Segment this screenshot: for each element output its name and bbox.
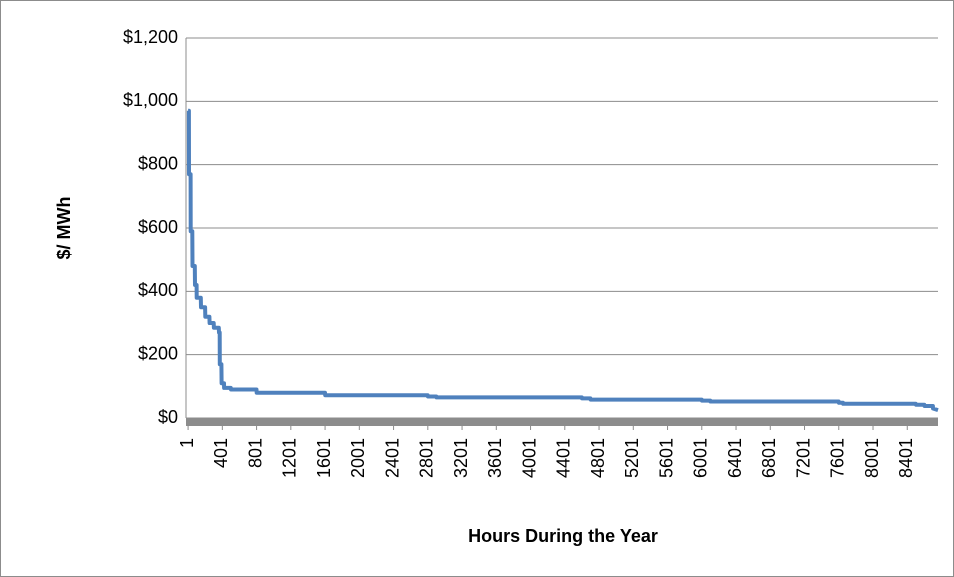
x-tick-label: 6401 [725, 438, 745, 478]
y-tick-label: $800 [138, 153, 178, 173]
x-tick-label: 1201 [280, 438, 300, 478]
x-tick-label: 3201 [451, 438, 471, 478]
y-tick-label: $1,200 [123, 27, 178, 47]
data-line [186, 108, 939, 413]
x-tick-label: 2001 [348, 438, 368, 478]
y-tick-label: $400 [138, 280, 178, 300]
x-tick-label: 3601 [485, 438, 505, 478]
y-tick-label: $1,000 [123, 90, 178, 110]
x-tick-label: 401 [211, 438, 231, 468]
x-tick-label: 7201 [793, 438, 813, 478]
x-tick-label: 6001 [691, 438, 711, 478]
x-axis-label: Hours During the Year [468, 526, 658, 546]
x-tick-label: 4401 [554, 438, 574, 478]
x-tick-label: 6801 [759, 438, 779, 478]
x-tick-label: 801 [245, 438, 265, 468]
y-tick-label: $200 [138, 343, 178, 363]
x-tick-label: 2801 [417, 438, 437, 478]
x-axis-band [186, 418, 938, 426]
x-tick-label: 2401 [382, 438, 402, 478]
x-tick-label: 5201 [622, 438, 642, 478]
y-tick-label: $0 [158, 407, 178, 427]
y-tick-label: $600 [138, 217, 178, 237]
y-axis-label: $/ MWh [54, 197, 74, 260]
x-tick-label: 7601 [828, 438, 848, 478]
x-tick-label: 4801 [588, 438, 608, 478]
x-tick-label: 8401 [896, 438, 916, 478]
x-tick-label: 1601 [314, 438, 334, 478]
x-tick-label: 1 [177, 438, 197, 448]
x-tick-label: 4001 [519, 438, 539, 478]
x-tick-label: 5601 [656, 438, 676, 478]
x-tick-label: 8001 [862, 438, 882, 478]
